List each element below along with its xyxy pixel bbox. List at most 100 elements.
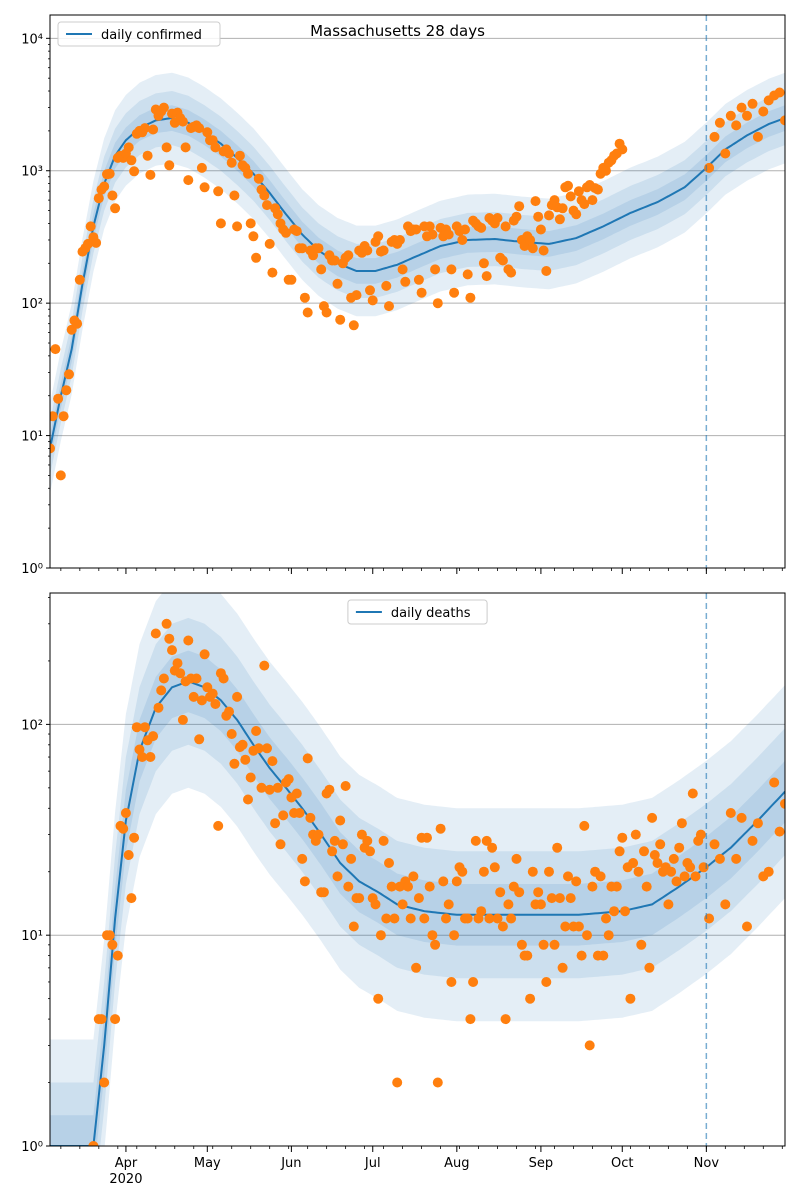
- data-point: [272, 209, 283, 220]
- data-point: [506, 913, 517, 924]
- y-tick-label: 10²: [21, 297, 43, 312]
- data-point: [167, 645, 177, 656]
- uncertainty-band: [50, 105, 785, 462]
- x-tick-label: Apr: [115, 1156, 138, 1171]
- data-point: [500, 221, 511, 232]
- data-point: [161, 142, 172, 153]
- data-point: [731, 120, 742, 131]
- data-point: [413, 274, 424, 285]
- data-point: [129, 166, 140, 177]
- data-point: [411, 962, 422, 973]
- data-point: [695, 829, 706, 840]
- data-point: [348, 320, 359, 331]
- data-point: [384, 858, 394, 868]
- axes-frame: [49, 14, 786, 569]
- legend-box: [347, 599, 488, 625]
- data-point: [443, 899, 454, 910]
- data-point: [337, 839, 348, 850]
- data-point: [560, 921, 571, 932]
- data-point: [348, 921, 359, 932]
- data-point: [698, 862, 709, 873]
- data-point: [253, 173, 264, 184]
- data-point: [188, 691, 199, 702]
- data-point: [579, 820, 590, 831]
- data-point: [492, 913, 503, 924]
- data-point: [465, 292, 476, 303]
- data-point: [525, 235, 536, 245]
- data-point: [432, 1077, 443, 1088]
- data-point: [264, 784, 275, 795]
- data-point: [457, 235, 468, 245]
- data-point: [191, 673, 202, 684]
- data-point: [758, 106, 769, 117]
- data-point: [576, 950, 587, 961]
- data-point: [291, 226, 302, 237]
- data-point: [411, 224, 422, 235]
- data-point: [481, 835, 492, 846]
- data-point: [53, 393, 64, 404]
- data-point: [224, 148, 234, 159]
- data-point: [245, 772, 256, 783]
- data-point: [546, 893, 557, 904]
- y-tick-label: 10⁰: [21, 1140, 43, 1155]
- data-point: [514, 887, 525, 898]
- data-point: [709, 131, 720, 142]
- data-point: [229, 758, 240, 769]
- data-point: [180, 142, 191, 153]
- data-point: [742, 110, 752, 121]
- data-point: [302, 307, 313, 318]
- data-point: [449, 287, 460, 298]
- data-point: [259, 660, 270, 671]
- data-point: [126, 893, 137, 904]
- data-point: [462, 913, 473, 924]
- data-point: [384, 301, 394, 312]
- legend: daily deaths: [347, 599, 488, 625]
- data-point: [535, 224, 546, 235]
- data-point: [50, 443, 55, 454]
- data-point: [120, 808, 131, 818]
- data-point: [405, 913, 416, 924]
- data-point: [251, 726, 262, 736]
- data-point: [61, 385, 72, 396]
- data-point: [533, 887, 544, 898]
- median-line: [50, 680, 785, 1146]
- data-point: [503, 899, 514, 910]
- data-point: [96, 1014, 107, 1025]
- data-point: [478, 866, 489, 877]
- data-point: [262, 200, 272, 211]
- data-point: [365, 285, 375, 296]
- data-point: [617, 144, 628, 155]
- data-point: [58, 411, 69, 422]
- data-point: [104, 930, 115, 941]
- x-tick-label: Oct: [611, 1156, 633, 1171]
- data-point: [226, 729, 237, 739]
- data-point: [145, 752, 156, 762]
- data-point: [243, 794, 253, 805]
- legend-box: [57, 21, 221, 47]
- data-point: [720, 148, 731, 159]
- data-point: [441, 913, 451, 924]
- data-point: [148, 731, 159, 742]
- data-point: [427, 229, 438, 240]
- data-point: [196, 162, 207, 173]
- data-point: [668, 853, 679, 864]
- data-point: [774, 87, 785, 98]
- data-point: [262, 743, 272, 754]
- data-point: [373, 993, 384, 1004]
- data-point: [725, 808, 736, 818]
- data-point: [435, 823, 446, 834]
- data-point: [85, 221, 96, 232]
- data-point: [468, 977, 479, 987]
- data-point: [571, 876, 582, 887]
- legend: daily confirmed: [57, 21, 221, 47]
- data-point: [264, 238, 275, 249]
- data-point: [156, 685, 167, 696]
- data-point: [232, 221, 243, 232]
- data-point: [714, 853, 725, 864]
- data-point: [183, 635, 194, 646]
- data-point: [630, 829, 641, 840]
- data-point: [571, 209, 582, 220]
- data-point: [302, 753, 313, 764]
